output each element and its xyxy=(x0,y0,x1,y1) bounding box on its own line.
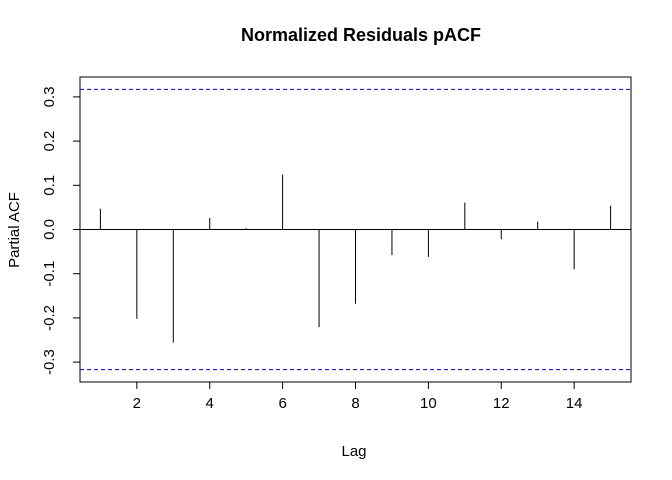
y-tick-label: 0.1 xyxy=(41,175,58,196)
x-tick-label: 6 xyxy=(278,395,286,412)
x-tick-label: 4 xyxy=(206,395,214,412)
x-tick-label: 14 xyxy=(566,395,583,412)
y-tick-label: -0.3 xyxy=(41,349,58,375)
y-tick-label: -0.2 xyxy=(41,305,58,331)
x-tick-label: 2 xyxy=(133,395,141,412)
x-axis-label: Lag xyxy=(341,443,366,460)
x-tick-label: 8 xyxy=(351,395,359,412)
y-tick-label: 0.3 xyxy=(41,86,58,107)
x-tick-label: 10 xyxy=(420,395,437,412)
y-axis-label: Partial ACF xyxy=(6,192,23,268)
x-tick-label: 12 xyxy=(493,395,510,412)
y-tick-label: 0.2 xyxy=(41,131,58,152)
plot-marks: 2 4 6 8 10 12 14 -0.3 -0.2 -0.1 0.0 0.1 0.2 0.3 xyxy=(41,86,631,412)
y-tick-label: 0.0 xyxy=(41,219,58,240)
y-tick-label: -0.1 xyxy=(41,261,58,287)
chart-title: Normalized Residuals pACF xyxy=(241,25,481,45)
